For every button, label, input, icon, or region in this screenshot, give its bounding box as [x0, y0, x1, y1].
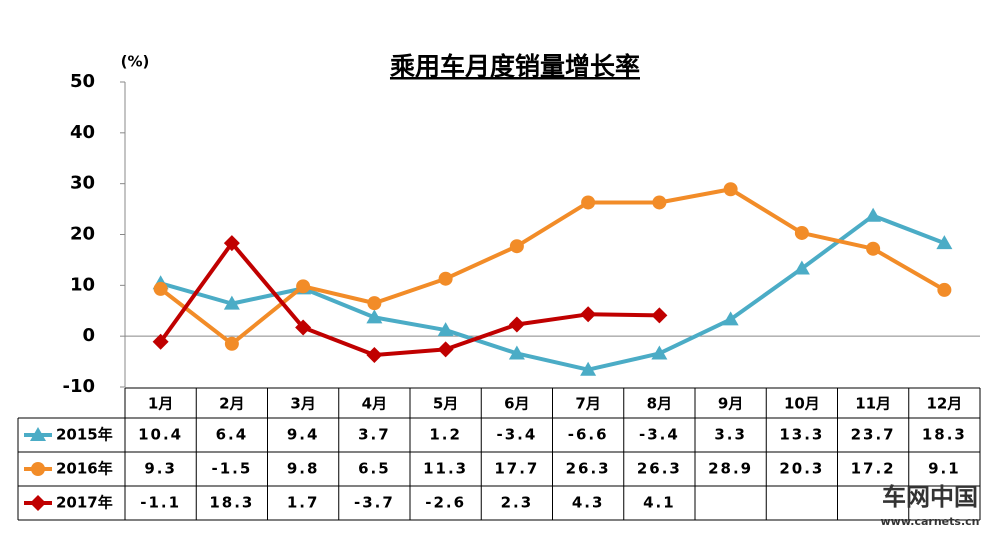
table-value: 9.8 [287, 460, 320, 478]
table-value: 23.7 [851, 426, 896, 444]
table-value: -3.7 [354, 494, 395, 512]
marker [366, 346, 383, 363]
table-value: -3.4 [496, 426, 537, 444]
table-value: -2.6 [425, 494, 466, 512]
x-tick-label: 1月 [148, 395, 173, 413]
table-value: 2.3 [501, 494, 534, 512]
table-value: 26.3 [637, 460, 682, 478]
table-value: 20.3 [779, 460, 824, 478]
table-value: 4.3 [572, 494, 605, 512]
marker [438, 271, 453, 286]
series-line [159, 187, 946, 346]
marker [508, 316, 525, 333]
table-value: 18.3 [922, 426, 967, 444]
marker [366, 309, 383, 324]
table-value: 10.4 [138, 426, 183, 444]
watermark-url: www.carnets.cn [881, 515, 980, 528]
table-value: 13.3 [779, 426, 824, 444]
y-unit: (%) [121, 53, 150, 71]
marker [367, 296, 382, 311]
marker [581, 195, 596, 210]
series-line [160, 213, 946, 372]
y-tick-label: 20 [70, 224, 95, 245]
marker [652, 195, 667, 210]
table-value: 1.2 [429, 426, 462, 444]
marker [794, 225, 809, 240]
y-tick-label: 10 [70, 274, 95, 295]
series-line [159, 241, 660, 357]
y-tick-label: -10 [62, 376, 95, 397]
table-value: 3.3 [714, 426, 747, 444]
x-tick-label: 9月 [718, 395, 743, 413]
table-value: 3.7 [358, 426, 391, 444]
table-value: 17.2 [851, 460, 896, 478]
marker [580, 306, 597, 323]
x-tick-label: 7月 [575, 395, 600, 413]
x-tick-label: 4月 [362, 395, 387, 413]
table-value: 9.1 [928, 460, 961, 478]
legend-marker [30, 495, 46, 511]
x-tick-label: 5月 [433, 395, 458, 413]
marker [580, 361, 597, 376]
marker [723, 182, 738, 197]
marker [865, 207, 882, 222]
legend-marker [31, 462, 45, 476]
x-tick-label: 10月 [784, 395, 820, 413]
x-tick-label: 11月 [855, 395, 891, 413]
table-value: -3.4 [639, 426, 680, 444]
legend-label: 2017年 [56, 494, 113, 512]
x-tick-label: 12月 [926, 395, 962, 413]
table-value: 9.3 [144, 460, 177, 478]
table-value: -6.6 [568, 426, 609, 444]
marker [651, 345, 668, 360]
table-value: -1.5 [211, 460, 252, 478]
table-value: 11.3 [423, 460, 468, 478]
marker [866, 241, 881, 256]
table-value: -1.1 [140, 494, 181, 512]
legend-marker [30, 427, 46, 441]
marker [437, 341, 454, 358]
marker [153, 281, 168, 296]
x-tick-label: 6月 [504, 395, 529, 413]
y-tick-label: 40 [70, 122, 95, 143]
marker [296, 279, 311, 294]
table-value: 17.7 [494, 460, 539, 478]
y-tick-label: 30 [70, 173, 95, 194]
marker [793, 260, 810, 275]
chart-title: 乘用车月度销量增长率 [390, 52, 640, 81]
y-tick-label: 0 [82, 325, 95, 346]
marker [437, 322, 454, 337]
table-value: 28.9 [708, 460, 753, 478]
x-tick-label: 3月 [290, 395, 315, 413]
marker [936, 235, 953, 250]
marker [152, 333, 169, 350]
marker [224, 336, 239, 351]
y-tick-label: 50 [70, 71, 95, 92]
marker [937, 282, 952, 297]
x-tick-label: 2月 [219, 395, 244, 413]
legend-label: 2016年 [56, 460, 113, 478]
marker [509, 239, 524, 254]
marker [508, 345, 525, 360]
watermark-brand: 车网中国 [882, 483, 978, 511]
table-value: 26.3 [566, 460, 611, 478]
x-tick-label: 8月 [647, 395, 672, 413]
table-value: 6.5 [358, 460, 391, 478]
table-value: 6.4 [216, 426, 249, 444]
table-value: 9.4 [287, 426, 320, 444]
marker [295, 319, 312, 336]
table-value: 18.3 [209, 494, 254, 512]
marker [223, 235, 240, 252]
marker [722, 311, 739, 326]
legend-label: 2015年 [56, 426, 113, 444]
table-value: 1.7 [287, 494, 320, 512]
marker [223, 295, 240, 310]
table-value: 4.1 [643, 494, 676, 512]
marker [651, 307, 668, 324]
